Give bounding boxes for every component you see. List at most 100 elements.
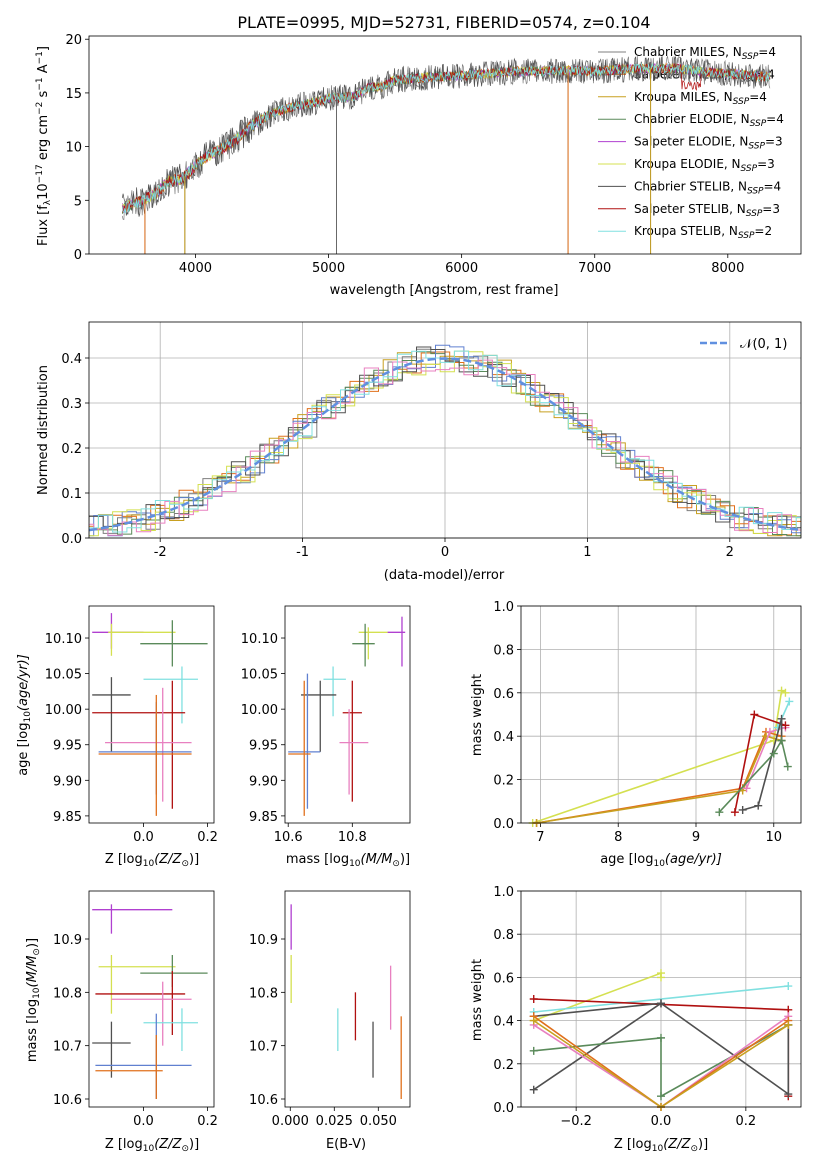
series-marker: [765, 727, 774, 736]
series-line: [533, 985, 789, 1013]
hist-xlabel: (data-model)/error: [384, 568, 505, 583]
p8-xtick-label: 0.2: [736, 1114, 757, 1129]
p4-ytick-label: 10.00: [241, 703, 278, 718]
spectrum-ylabel-f: −2: [35, 102, 45, 115]
p3-ytick-label: 10.05: [45, 668, 82, 683]
p8-frame: [520, 890, 802, 1108]
p6-xtick-label: 0.0: [133, 1114, 154, 1129]
residual-histogram-panel: (data-model)/error Normed distribution 𝒩…: [36, 321, 802, 583]
spec-xtick-label: 4000: [179, 261, 212, 276]
spec-ytick-label: 20: [65, 33, 82, 48]
p4-ytick-label: 9.85: [249, 810, 278, 825]
legend-entry-sub: SSP: [738, 231, 755, 241]
p3-yl-a: age [log: [16, 723, 31, 776]
p4-ytick-label: 10.05: [241, 668, 278, 683]
series-line: [718, 738, 789, 813]
legend-entry-tail: =3: [762, 202, 780, 216]
spectrum-xlabel: wavelength [Angstrom, rest frame]: [330, 283, 559, 298]
mass-weight-vs-z-panel: Z [log10(Z/Z⊙)] mass weight −0.2 0.0 0.2 0.…: [470, 885, 802, 1154]
p5-xlabel: age [log10(age/yr)]: [600, 852, 722, 869]
gauss-legend-label: 𝒩(0, 1): [740, 337, 787, 352]
series-marker: [657, 1033, 665, 1042]
histogram-step: [89, 351, 801, 536]
legend-entry-name: Kroupa STELIB, N: [634, 224, 738, 238]
p3-ytick-label: 9.95: [53, 739, 82, 754]
mass-weight-vs-age-panel: age [log10(age/yr)] mass weight 7 8 9 100.0…: [470, 600, 802, 869]
histogram-step: [89, 350, 801, 537]
p3-ytick-label: 9.85: [53, 810, 82, 825]
p8-ytick-label: 0.2: [493, 1058, 514, 1073]
spectrum-ylabel: Flux [fλ10−17 erg cm−2 s−1 A−1]: [35, 46, 53, 246]
spectrum-ylabel-c: 10: [36, 183, 51, 200]
spectrum-ylabel-a: Flux [f: [36, 205, 51, 246]
legend-entry: Chabrier MILES, NSSP=4: [634, 45, 776, 62]
p7-xtick-label: 0.025: [316, 1114, 353, 1129]
p6-xlabel: Z [log10(Z/Z⊙)]: [105, 1137, 199, 1154]
series-marker: [783, 762, 792, 771]
p3-yl-b: 10: [23, 711, 33, 723]
p3-xl-e: )]: [189, 852, 199, 867]
series-marker: [750, 710, 759, 719]
legend-entry-sub: SSP: [742, 52, 759, 62]
histogram-group: [89, 344, 801, 537]
p5-xl-c: (age/yr)]: [665, 852, 722, 867]
p5-ytick-label: 0.0: [493, 817, 514, 832]
p5-xl-b: 10: [653, 859, 665, 869]
histogram-step: [89, 346, 801, 529]
p7-xtick-label: 0.000: [272, 1114, 309, 1129]
series-marker: [777, 714, 786, 723]
legend-entry: Salpeter STELIB, NSSP=3: [634, 202, 780, 219]
series-marker: [529, 995, 538, 1003]
legend-entry-name: Kroupa ELODIE, N: [634, 157, 741, 171]
p8-ylabel: mass weight: [470, 959, 485, 1041]
spec-xtick-label: 5000: [312, 261, 345, 276]
spec-xtick-label: 7000: [578, 261, 611, 276]
p8-xl-b: 10: [652, 1144, 664, 1154]
series-marker: [784, 1020, 793, 1029]
p6-ylabel: mass [log10(M/M⊙)]: [25, 938, 42, 1062]
spectrum-series-group: [121, 55, 771, 254]
legend-entry: Kroupa ELODIE, NSSP=3: [634, 157, 775, 174]
p5-xl-a: age [log: [600, 852, 653, 867]
spectrum-ylabel-g: s: [36, 90, 51, 101]
p8-ytick-label: 1.0: [493, 885, 514, 900]
legend-entry-name: Salpeter ELODIE, N: [634, 135, 748, 149]
legend-entry-name: Chabrier STELIB, N: [634, 179, 747, 193]
series-marker: [784, 1090, 793, 1099]
series-line: [536, 730, 782, 824]
legend-entry-sub: SSP: [741, 74, 758, 84]
p7-frame: [284, 890, 411, 1108]
hist-xtick-label: 2: [726, 545, 734, 560]
p5-xtick-label: 9: [692, 830, 700, 845]
p8-xtick-label: −0.2: [560, 1114, 592, 1129]
p5-xtick-label: 10: [766, 830, 783, 845]
legend-entry-sub: SSP: [748, 142, 765, 152]
spec-frame: [88, 35, 802, 255]
p8-xl-c: (Z/Z: [663, 1137, 691, 1152]
legend-entry: Chabrier STELIB, NSSP=4: [634, 179, 781, 196]
mass-vs-ebv-panel: E(B-V) 0.000 0.025 0.050 10.6 10.7 10.8 10.9: [249, 890, 411, 1152]
p5-xtick-label: 8: [614, 830, 622, 845]
p4-xlabel: mass [log10(M/M⊙)]: [286, 852, 410, 869]
p5-frame: [520, 605, 802, 824]
p6-yl-d: ⊙: [32, 948, 42, 956]
legend-entry-name: Salpeter STELIB, N: [634, 202, 746, 216]
p8-ytick-label: 0.8: [493, 928, 514, 943]
p4-frame: [284, 605, 411, 824]
age-vs-mass-panel: mass [log10(M/M⊙)] 10.6 10.8 9.85 9.90 9.95 1…: [241, 605, 411, 869]
p6-xl-e: )]: [189, 1137, 199, 1152]
p7-xlabel: E(B-V): [326, 1137, 366, 1152]
p6-frame: [88, 890, 215, 1108]
legend-entry-sub: SSP: [746, 209, 763, 219]
series-marker: [773, 723, 782, 732]
p3-xtick-label: 0.0: [133, 830, 154, 845]
p6-ytick-label: 10.9: [53, 933, 82, 948]
p4-xl-d: ⊙: [392, 859, 400, 869]
series-marker: [738, 805, 747, 814]
p3-yl-c: (age/yr)]: [16, 654, 31, 711]
p6-yl-c: (M/M: [25, 956, 40, 988]
hist-ylabel: Normed distribution: [36, 365, 51, 495]
p4-xl-c: (M/M: [361, 852, 393, 867]
spectrum-panel: PLATE=0995, MJD=52731, FIBERID=0574, z=0…: [35, 13, 802, 298]
